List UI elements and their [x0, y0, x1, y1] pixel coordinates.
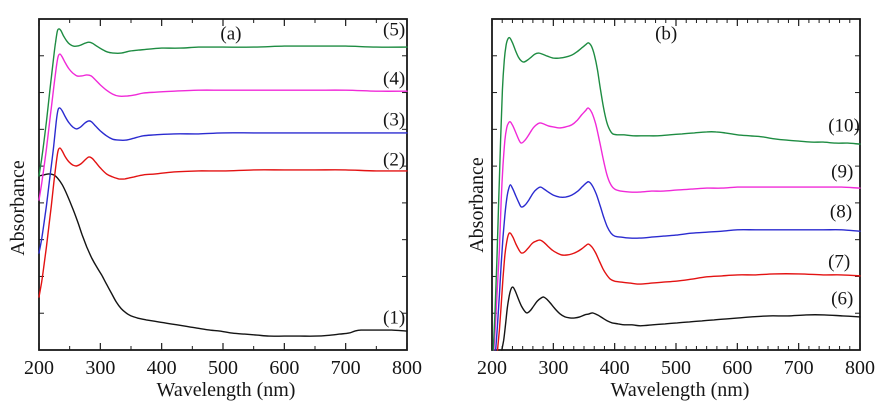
curve-label-1: (1): [383, 307, 406, 329]
spectrum-curve-9: [493, 107, 861, 351]
spectrum-curve-10: [492, 36, 861, 351]
x-tick-label-700: 700: [783, 357, 814, 379]
x-tick-label-800: 800: [392, 357, 422, 379]
x-tick-label-300: 300: [85, 357, 116, 379]
x-tick-label-400: 400: [146, 357, 177, 379]
panel-a-x-axis-title: Wavelength (nm): [156, 379, 296, 401]
curve-label-b: (b): [655, 23, 678, 45]
panel-b-x-axis-title: Wavelength (nm): [610, 379, 750, 401]
curve-label-8: (8): [829, 201, 853, 223]
curve-label-5: (5): [383, 19, 406, 41]
x-tick-label-200: 200: [477, 357, 507, 379]
spectrum-curve-8: [494, 180, 861, 351]
spectrum-curve-5: [38, 28, 408, 177]
curve-label-3: (3): [383, 109, 406, 131]
x-tick-label-500: 500: [661, 357, 691, 379]
panel-a-y-axis-title: Absorbance: [7, 160, 29, 256]
curve-label-6: (6): [831, 288, 854, 310]
spectrum-curve-6: [501, 286, 861, 351]
spectrum-curve-2: [38, 147, 408, 298]
x-tick-label-600: 600: [722, 357, 753, 379]
x-tick-label-500: 500: [208, 357, 238, 379]
x-tick-label-700: 700: [330, 357, 361, 379]
spectrum-curve-3: [38, 107, 408, 254]
curve-label-a: (a): [220, 23, 242, 45]
panel-b-y-axis-title: Absorbance: [466, 157, 488, 253]
spectrum-curve-7: [496, 232, 861, 351]
x-tick-label-600: 600: [269, 357, 300, 379]
x-tick-label-300: 300: [538, 357, 569, 379]
curve-label-2: (2): [383, 149, 406, 171]
spectrum-curve-1: [38, 173, 408, 337]
x-tick-label-200: 200: [24, 357, 54, 379]
x-tick-label-800: 800: [845, 357, 875, 379]
spectrum-curve-4: [38, 53, 408, 201]
curve-label-10: (10): [828, 115, 860, 137]
curve-label-9: (9): [831, 161, 854, 183]
x-tick-label-400: 400: [599, 357, 630, 379]
curve-label-7: (7): [828, 251, 851, 273]
curve-label-4: (4): [383, 68, 406, 90]
